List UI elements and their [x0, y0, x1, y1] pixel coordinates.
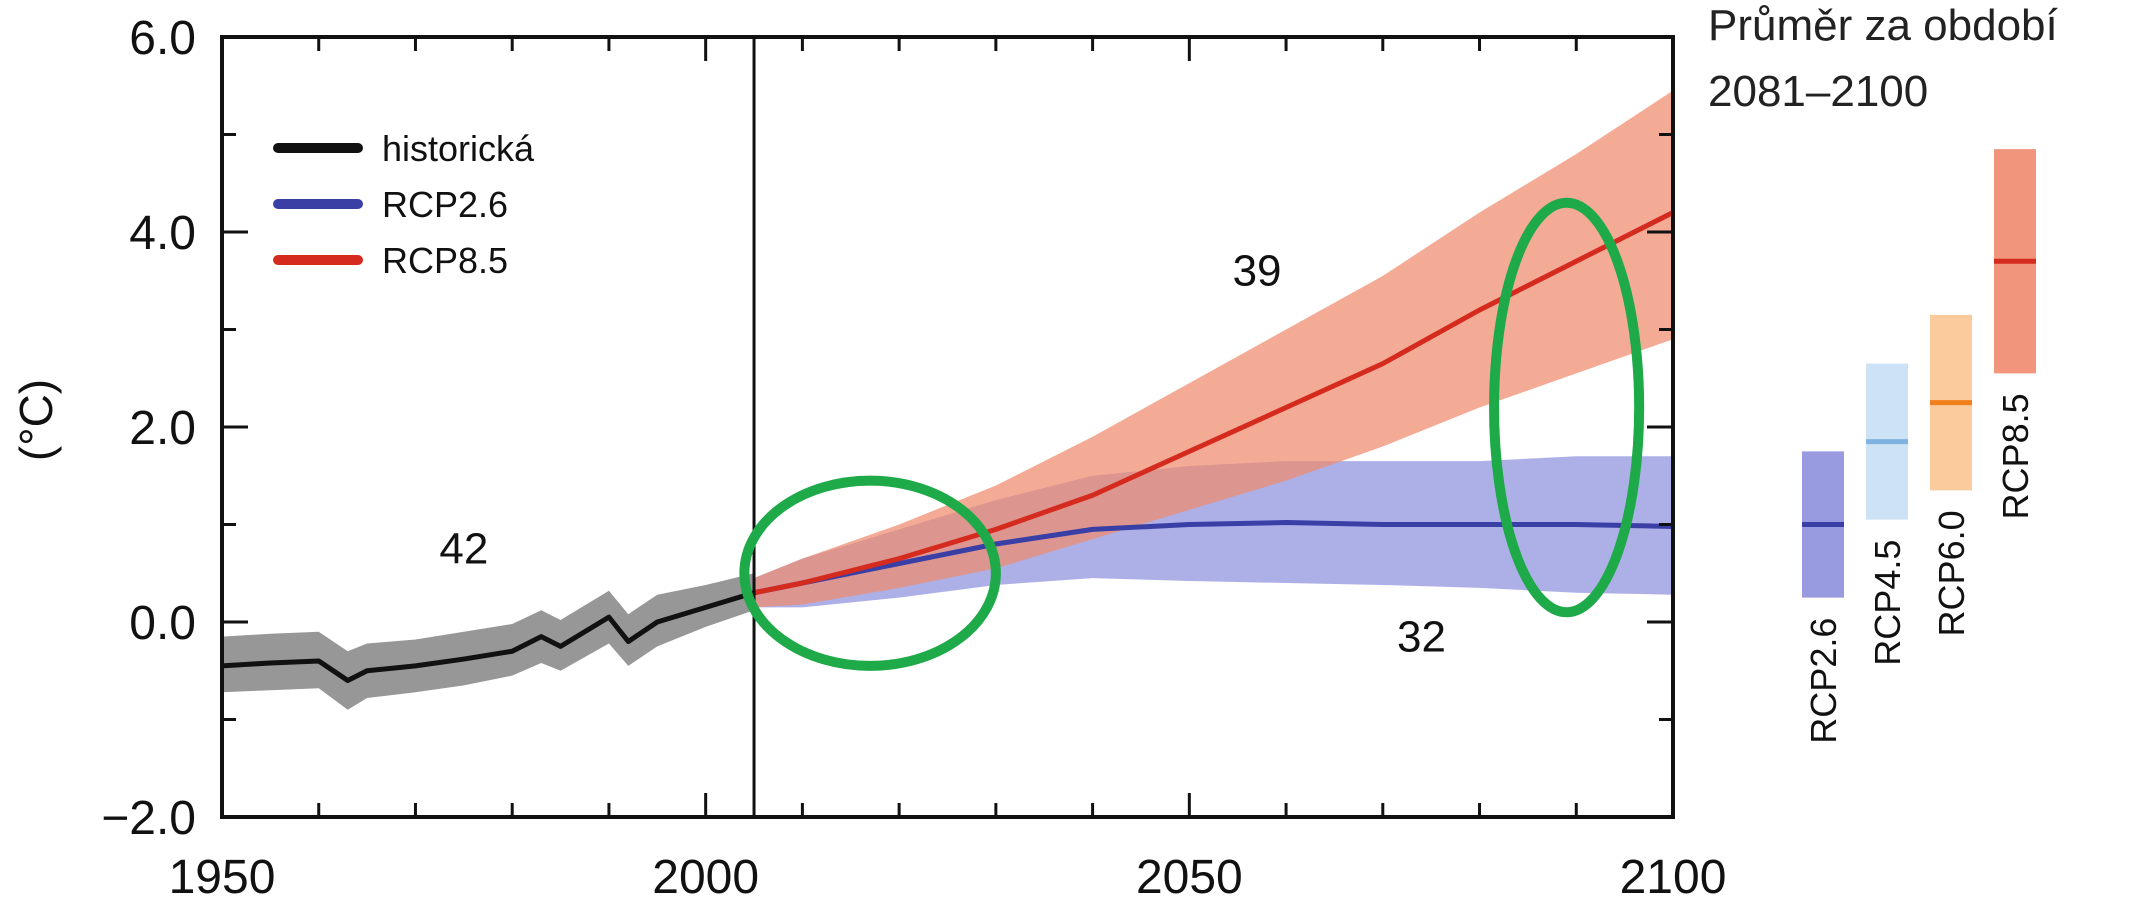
y-tick-label: −2.0 — [101, 792, 196, 845]
y-axis-tick-labels: −2.0 0.0 2.0 4.0 6.0 — [101, 12, 196, 845]
highlight-ellipse — [1489, 197, 1645, 618]
x-tick-label: 2050 — [1136, 851, 1243, 900]
model-count-label: 32 — [1397, 612, 1446, 661]
legend-label: historická — [382, 128, 535, 169]
y-tick-label: 0.0 — [129, 597, 196, 650]
legend-label: RCP2.6 — [382, 184, 508, 225]
x-axis-tick-labels: 1950 2000 2050 2100 — [169, 851, 1727, 900]
side-panel-bars: RCP2.6 RCP4.5 RCP6.0 RCP8.5 — [1802, 149, 2036, 744]
highlight-ellipse — [739, 475, 1001, 671]
side-panel-title-line1: Průměr za období — [1708, 1, 2059, 50]
line-rcp8-5 — [753, 210, 1675, 596]
side-panel-title-line2: 2081–2100 — [1708, 67, 1928, 116]
x-tick-label: 1950 — [169, 851, 276, 900]
axis-ticks — [220, 35, 1675, 819]
x-tick-label: 2000 — [652, 851, 759, 900]
legend-label: RCP8.5 — [382, 240, 508, 281]
side-bar-label: RCP8.5 — [1995, 393, 2036, 519]
band-rcp8-5 — [754, 90, 1673, 608]
line-historick- — [221, 590, 755, 683]
y-tick-label: 2.0 — [129, 402, 196, 455]
model-count-label: 42 — [439, 525, 488, 574]
model-count-labels: 42 32 39 — [439, 247, 1446, 662]
legend: historická RCP2.6 RCP8.5 — [273, 128, 535, 281]
side-bar-label: RCP4.5 — [1867, 540, 1908, 666]
band-historick- — [222, 573, 755, 710]
model-count-label: 39 — [1233, 247, 1282, 296]
y-tick-label: 6.0 — [129, 12, 196, 65]
x-tick-label: 2100 — [1620, 851, 1727, 900]
y-tick-label: 4.0 — [129, 207, 196, 260]
side-bar-label: RCP6.0 — [1931, 510, 1972, 636]
highlight-ellipses — [739, 197, 1645, 671]
y-axis-label: (°C) — [10, 379, 62, 461]
side-bar-label: RCP2.6 — [1803, 618, 1844, 744]
